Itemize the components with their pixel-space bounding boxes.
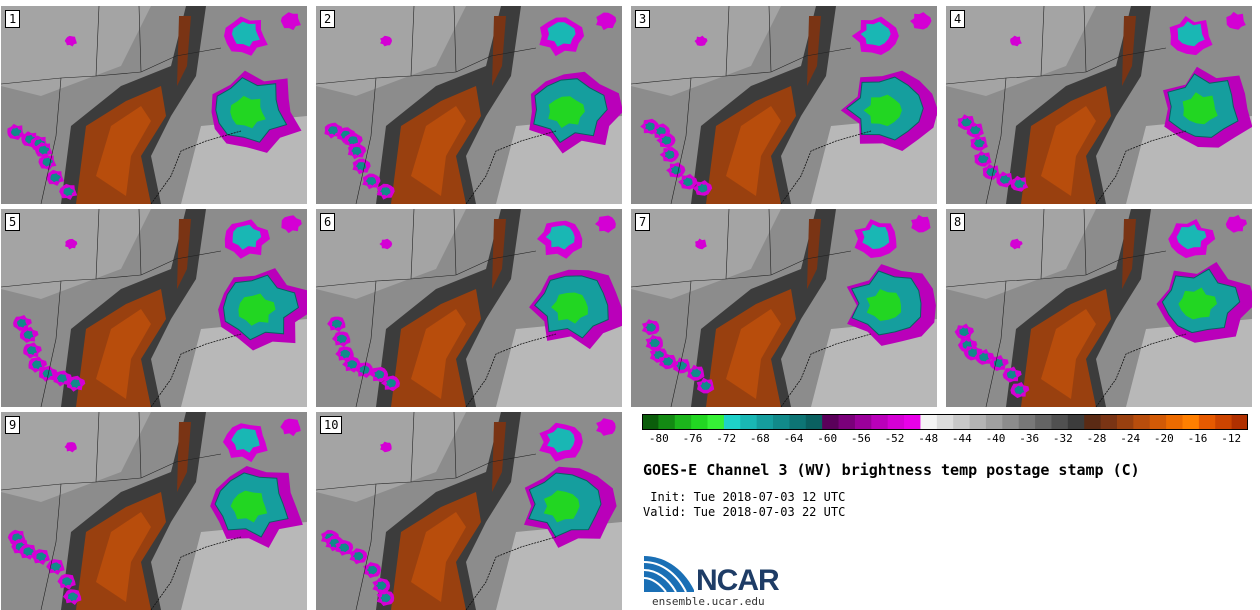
ensemble-member-panel: 2 xyxy=(316,6,622,204)
colorbar-swatch xyxy=(1198,414,1216,430)
colorbar-swatch xyxy=(1149,414,1167,430)
colorbar-swatch xyxy=(953,414,971,430)
ensemble-member-panel: 1 xyxy=(1,6,307,204)
colorbar xyxy=(642,414,1248,430)
colorbar-tick-label: -16 xyxy=(1187,432,1208,445)
colorbar-tick-label: -60 xyxy=(817,432,838,445)
member-number-label: 1 xyxy=(5,10,21,28)
ensemble-member-panel: 6 xyxy=(316,209,622,407)
colorbar-swatch xyxy=(1002,414,1020,430)
valid-time: Valid: Tue 2018-07-03 22 UTC xyxy=(643,505,846,519)
colorbar-swatch xyxy=(674,414,692,430)
ensemble-member-panel: 7 xyxy=(631,209,937,407)
water-vapor-map xyxy=(1,6,307,204)
colorbar-swatch xyxy=(838,414,856,430)
colorbar-tick-label: -64 xyxy=(783,432,804,445)
member-number-label: 5 xyxy=(5,213,21,231)
colorbar-tick-label: -72 xyxy=(716,432,737,445)
member-number-label: 2 xyxy=(320,10,336,28)
colorbar-swatch xyxy=(691,414,709,430)
water-vapor-map xyxy=(946,6,1252,204)
member-number-label: 4 xyxy=(950,10,966,28)
colorbar-swatch xyxy=(854,414,872,430)
colorbar-swatch xyxy=(658,414,676,430)
colorbar-swatch xyxy=(805,414,823,430)
colorbar-swatch xyxy=(1182,414,1200,430)
colorbar-swatch xyxy=(723,414,741,430)
colorbar-swatch xyxy=(936,414,954,430)
member-number-label: 9 xyxy=(5,416,21,434)
water-vapor-map xyxy=(631,6,937,204)
water-vapor-map xyxy=(631,209,937,407)
water-vapor-map xyxy=(1,412,307,610)
colorbar-tick-label: -68 xyxy=(749,432,770,445)
colorbar-border xyxy=(642,414,1248,430)
colorbar-swatch xyxy=(822,414,840,430)
colorbar-swatch xyxy=(1067,414,1085,430)
colorbar-swatch xyxy=(871,414,889,430)
colorbar-swatch xyxy=(1035,414,1052,430)
logo-url: ensemble.ucar.edu xyxy=(652,595,765,608)
colorbar-tick-label: -76 xyxy=(682,432,703,445)
member-number-label: 7 xyxy=(635,213,651,231)
colorbar-swatch xyxy=(904,414,921,430)
colorbar-swatch xyxy=(740,414,758,430)
colorbar-swatch xyxy=(920,414,938,430)
ensemble-member-panel: 9 xyxy=(1,412,307,610)
ensemble-member-panel: 10 xyxy=(316,412,622,610)
colorbar-swatch xyxy=(1051,414,1069,430)
colorbar-tick-label: -36 xyxy=(1019,432,1040,445)
colorbar-tick-label: -20 xyxy=(1153,432,1174,445)
colorbar-tick-label: -32 xyxy=(1052,432,1073,445)
colorbar-swatch xyxy=(1116,414,1134,430)
figure-title: GOES-E Channel 3 (WV) brightness temp po… xyxy=(643,461,1140,479)
colorbar-swatch xyxy=(789,414,807,430)
colorbar-tick-label: -12 xyxy=(1221,432,1242,445)
ncar-logo-icon xyxy=(643,556,694,593)
water-vapor-map xyxy=(316,412,622,610)
water-vapor-map xyxy=(946,209,1252,407)
water-vapor-map xyxy=(316,209,622,407)
colorbar-tick-label: -52 xyxy=(884,432,905,445)
colorbar-tick-label: -28 xyxy=(1086,432,1107,445)
init-time: Init: Tue 2018-07-03 12 UTC xyxy=(643,490,846,504)
water-vapor-map xyxy=(316,6,622,204)
member-number-label: 6 xyxy=(320,213,336,231)
colorbar-swatch xyxy=(1084,414,1102,430)
colorbar-tick-label: -80 xyxy=(648,432,669,445)
colorbar-swatch xyxy=(773,414,790,430)
colorbar-swatch xyxy=(1100,414,1118,430)
ensemble-member-panel: 4 xyxy=(946,6,1252,204)
colorbar-swatch xyxy=(1166,414,1183,430)
colorbar-tick-label: -44 xyxy=(951,432,972,445)
member-number-label: 10 xyxy=(320,416,343,434)
member-number-label: 3 xyxy=(635,10,651,28)
ensemble-member-panel: 3 xyxy=(631,6,937,204)
logo-wordmark: NCAR xyxy=(696,564,780,597)
colorbar-swatch xyxy=(1018,414,1036,430)
colorbar-swatch xyxy=(1215,414,1233,430)
colorbar-tick-label: -40 xyxy=(985,432,1006,445)
colorbar-ticks: -80 -76 -72 -68 -64 -60 -56 -52 -48 -44 -40 -36 -32-… xyxy=(622,430,1260,450)
colorbar-swatch xyxy=(985,414,1003,430)
colorbar-swatch xyxy=(756,414,774,430)
colorbar-swatch xyxy=(1133,414,1151,430)
member-number-label: 8 xyxy=(950,213,966,231)
colorbar-swatch xyxy=(969,414,987,430)
colorbar-swatch xyxy=(1231,414,1248,430)
colorbar-swatch xyxy=(642,414,659,430)
ensemble-member-panel: 5 xyxy=(1,209,307,407)
colorbar-tick-label: -56 xyxy=(850,432,871,445)
colorbar-swatch xyxy=(707,414,725,430)
colorbar-tick-label: -48 xyxy=(918,432,939,445)
water-vapor-map xyxy=(1,209,307,407)
ensemble-member-panel: 8 xyxy=(946,209,1252,407)
colorbar-swatch xyxy=(887,414,905,430)
colorbar-tick-label: -24 xyxy=(1120,432,1141,445)
